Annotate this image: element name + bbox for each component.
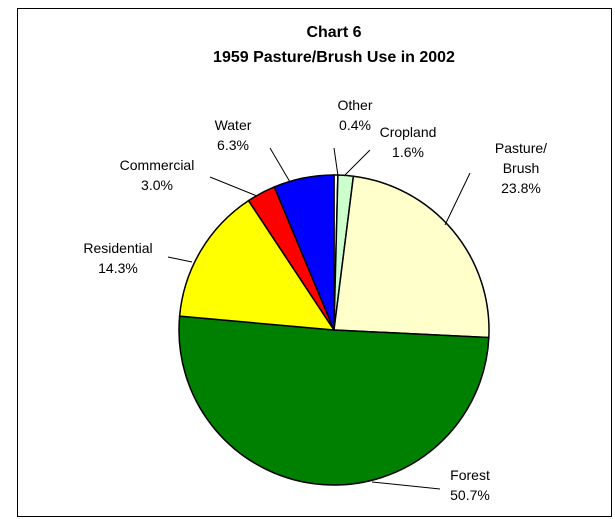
- data-label-name-pasture-brush: Pasture/: [495, 140, 547, 156]
- pie-slice-residential: [178, 199, 336, 331]
- leader-line-cropland: [343, 149, 371, 177]
- data-label-name-pasture-brush: Brush: [503, 160, 540, 176]
- data-label-name-other: Other: [337, 97, 372, 113]
- data-label-name-cropland: Cropland: [380, 124, 437, 140]
- chart-subtitle: 1959 Pasture/Brush Use in 2002: [213, 49, 455, 66]
- data-label-pct-commercial: 3.0%: [141, 177, 173, 193]
- data-label-name-water: Water: [215, 117, 252, 133]
- data-label-pct-residential: 14.3%: [98, 260, 138, 276]
- data-label-name-commercial: Commercial: [120, 157, 195, 173]
- data-label-pct-cropland: 1.6%: [392, 144, 424, 160]
- pie-slice-water: [273, 174, 335, 331]
- data-label-pct-pasture-brush: 23.8%: [501, 180, 541, 196]
- leader-line-residential: [167, 256, 193, 263]
- data-label-pct-other: 0.4%: [339, 117, 371, 133]
- leader-line-water: [269, 147, 291, 183]
- data-label-name-forest: Forest: [450, 467, 490, 483]
- pie-slice-forest: [178, 315, 490, 486]
- pie-slice-pasture-brush: [333, 175, 490, 339]
- data-label-name-residential: Residential: [83, 240, 152, 256]
- data-label-pct-water: 6.3%: [217, 137, 249, 153]
- data-label-pct-forest: 50.7%: [450, 487, 490, 503]
- leader-line-commercial: [209, 176, 258, 197]
- leader-line-forest: [371, 481, 441, 490]
- leader-line-other: [333, 147, 339, 177]
- chart-title: Chart 6: [306, 24, 361, 41]
- leader-line-pasture-brush: [444, 172, 471, 226]
